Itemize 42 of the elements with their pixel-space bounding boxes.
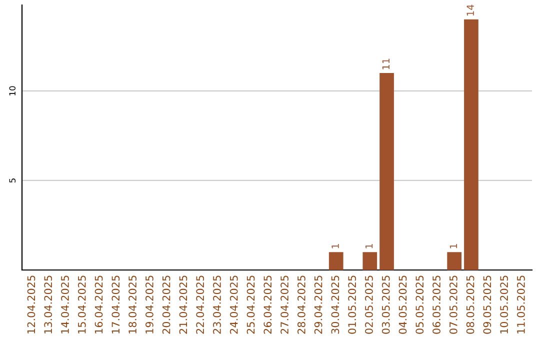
x-tick-label: 11.05.2025 xyxy=(517,276,525,334)
x-tick-label: 02.05.2025 xyxy=(365,276,373,334)
x-tick-label: 21.04.2025 xyxy=(179,276,188,334)
x-tick-label: 20.04.2025 xyxy=(162,276,170,334)
x-tick-label: 15.04.2025 xyxy=(78,276,86,334)
x-tick-label: 05.05.2025 xyxy=(416,276,424,334)
y-tick-label: 5 xyxy=(9,178,16,182)
x-tick-label: 03.05.2025 xyxy=(382,276,390,334)
x-tick-label: 14.04.2025 xyxy=(61,276,69,334)
x-tick-label: 28.04.2025 xyxy=(297,276,306,334)
x-tick-label: 25.04.2025 xyxy=(246,276,255,334)
x-tick-label: 12.04.2025 xyxy=(27,276,36,334)
x-tick-label: 18.04.2025 xyxy=(128,276,136,334)
x-tick-label: 22.04.2025 xyxy=(196,276,204,334)
data-label: 14 xyxy=(466,4,474,16)
data-label: 1 xyxy=(450,244,457,248)
data-label: 1 xyxy=(332,244,339,248)
x-tick-label: 23.04.2025 xyxy=(213,276,221,334)
x-tick-label: 30.04.2025 xyxy=(331,276,340,334)
y-tick-label: 10 xyxy=(9,86,16,96)
x-tick-label: 06.05.2025 xyxy=(432,276,440,334)
x-tick-label: 24.04.2025 xyxy=(230,276,238,334)
x-tick-label: 07.05.2025 xyxy=(449,276,458,334)
x-tick-label: 04.05.2025 xyxy=(398,276,407,334)
x-tick-label: 13.04.2025 xyxy=(44,276,52,334)
data-label: 11 xyxy=(382,58,390,70)
x-tick-label: 10.05.2025 xyxy=(500,276,508,334)
x-tick-label: 27.04.2025 xyxy=(280,276,288,334)
x-tick-label: 19.04.2025 xyxy=(145,276,154,334)
bar xyxy=(380,73,394,270)
x-tick-label: 09.05.2025 xyxy=(483,276,492,334)
x-tick-label: 29.04.2025 xyxy=(314,276,322,334)
bar xyxy=(447,252,462,270)
data-label: 1 xyxy=(365,244,373,248)
bar xyxy=(328,252,344,270)
x-tick-label: 01.05.2025 xyxy=(348,276,356,334)
bar xyxy=(464,19,478,270)
x-tick-label: 16.04.2025 xyxy=(94,276,103,334)
x-tick-label: 08.05.2025 xyxy=(466,276,474,334)
bar xyxy=(362,252,378,270)
x-tick-label: 17.04.2025 xyxy=(112,276,120,334)
x-tick-label: 26.04.2025 xyxy=(264,276,272,334)
